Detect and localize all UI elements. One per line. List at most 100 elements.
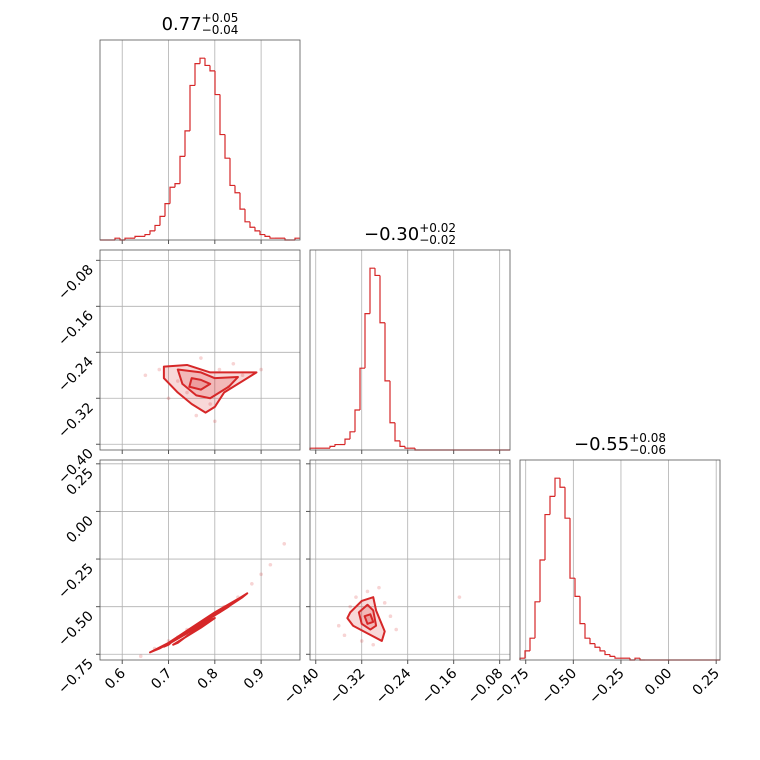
sample-point <box>240 373 245 378</box>
hist-step <box>594 643 600 648</box>
hist-step <box>364 313 370 369</box>
sample-point <box>394 627 399 632</box>
sample-point <box>359 639 364 643</box>
hist-step <box>169 186 175 204</box>
hist-step <box>254 227 260 232</box>
sample-point <box>199 356 203 360</box>
y-tick-label: −0.25 <box>55 561 97 603</box>
hist-step <box>604 650 610 656</box>
sample-point <box>382 601 387 605</box>
hist-step <box>144 233 150 237</box>
sample-point <box>365 589 370 594</box>
panel-frame <box>309 249 511 451</box>
hist-step <box>194 63 200 86</box>
hist-step <box>164 203 170 217</box>
hist-step <box>354 409 360 432</box>
hist-step <box>199 57 205 64</box>
hist-step <box>179 155 185 184</box>
x-tick-label: −0.25 <box>586 666 628 708</box>
sample-point <box>250 582 254 586</box>
sample-point <box>217 367 222 372</box>
sample-point <box>336 623 341 628</box>
hist-step <box>589 638 595 645</box>
x-tick-label: 0.7 <box>148 666 175 693</box>
contour <box>162 605 230 648</box>
hist-step <box>124 237 130 240</box>
hist-step <box>524 650 530 659</box>
x-tick-label: −0.32 <box>327 666 369 708</box>
hist-step <box>114 237 120 240</box>
hist-step <box>189 84 195 131</box>
hist-step <box>404 446 410 449</box>
y-tick-label: −0.75 <box>55 656 97 698</box>
sample-point <box>268 562 273 567</box>
hist-step <box>559 478 565 488</box>
contour <box>363 613 375 625</box>
sample-point <box>185 390 189 395</box>
hist-step <box>294 237 300 240</box>
sample-point <box>175 379 180 383</box>
title-median: −0.55 <box>574 434 629 455</box>
hist-step <box>579 596 585 625</box>
hist-step <box>244 209 250 223</box>
x-tick-label: −0.40 <box>281 666 323 708</box>
hist-step <box>379 275 385 324</box>
y-tick-label: −0.50 <box>55 608 97 650</box>
sample-point <box>371 642 376 647</box>
hist-step <box>229 158 235 187</box>
hist-step <box>184 130 190 157</box>
sample-point <box>259 367 263 372</box>
sample-point <box>143 373 148 378</box>
x-tick-label: 0.00 <box>642 666 675 699</box>
panel-frame <box>99 459 301 661</box>
sample-point <box>213 419 217 424</box>
contour <box>188 377 212 391</box>
x-tick-label: −0.16 <box>419 665 461 707</box>
hist-step <box>574 578 580 597</box>
hist-step <box>334 443 340 447</box>
hist-step <box>344 438 350 445</box>
hist-step <box>634 657 640 660</box>
hist-step <box>269 236 275 239</box>
y-tick-label: 0.00 <box>63 513 96 546</box>
hist-step <box>399 440 405 447</box>
hist-step <box>529 637 535 651</box>
sample-point <box>194 413 199 418</box>
title-plus: +0.08 <box>629 431 666 445</box>
hist-step <box>549 495 555 515</box>
hist-step <box>259 230 265 236</box>
x-tick-label: 0.9 <box>241 666 268 693</box>
hist-step <box>544 513 550 560</box>
y-tick-label: −0.08 <box>55 262 97 304</box>
hist-step <box>554 477 560 497</box>
hist-step <box>219 94 225 136</box>
sample-point <box>138 654 143 658</box>
hist-step <box>599 647 605 652</box>
sample-point <box>354 595 358 599</box>
sample-point <box>457 595 462 599</box>
title-plus: +0.02 <box>419 221 456 235</box>
hist-step <box>134 235 140 239</box>
hist-step <box>159 215 165 226</box>
x-tick-label: 0.6 <box>102 665 129 692</box>
hist-step <box>534 601 540 639</box>
hist-step <box>149 230 155 235</box>
sample-point <box>377 585 381 590</box>
sample-point <box>166 396 171 401</box>
hist-step <box>609 654 615 657</box>
hist-step <box>389 380 395 424</box>
x-tick-label: 0.25 <box>690 666 723 699</box>
hist-step <box>249 221 255 228</box>
hist-step <box>174 183 180 188</box>
y-tick-label: −0.32 <box>55 400 97 442</box>
sample-point <box>259 572 263 577</box>
hist-step <box>264 234 270 237</box>
hist-step <box>154 224 160 231</box>
sample-point <box>157 367 162 372</box>
hist-step <box>614 656 620 659</box>
title-minus: −0.02 <box>419 233 456 247</box>
hist-step <box>369 267 375 314</box>
hist-step <box>359 367 365 410</box>
hist-step <box>569 518 575 579</box>
contour <box>172 617 216 646</box>
